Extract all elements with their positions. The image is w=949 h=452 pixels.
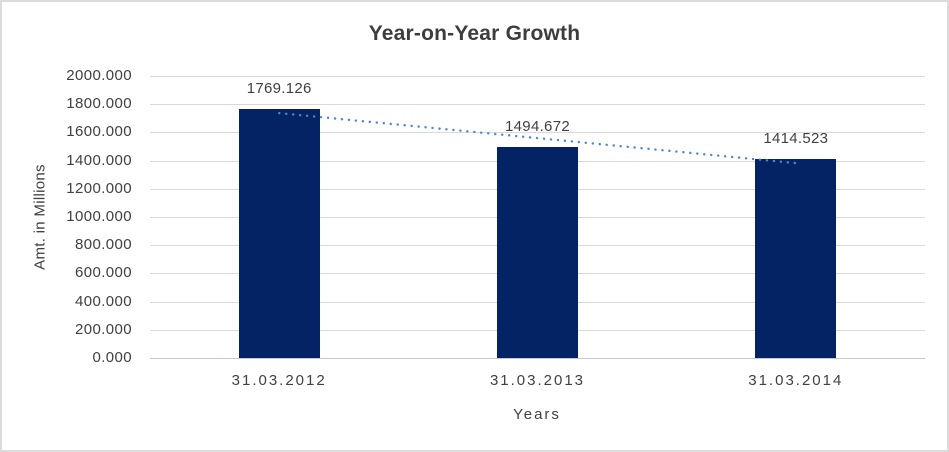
y-tick-label: 1000.000 <box>66 208 132 225</box>
y-tick-label: 1400.000 <box>66 151 132 169</box>
x-tick-label: 31.03.2014 <box>748 372 844 389</box>
gridline <box>150 76 925 77</box>
x-axis-line <box>150 358 925 359</box>
x-tick-label: 31.03.2012 <box>231 372 327 389</box>
y-tick-label: 200.000 <box>74 320 132 338</box>
y-tick-label: 800.000 <box>74 236 132 254</box>
x-tick-label: 31.03.2013 <box>489 372 586 389</box>
bar <box>755 158 837 358</box>
y-tick-label: 400.000 <box>74 292 132 310</box>
bar-value-label: 1769.126 <box>246 79 312 97</box>
y-tick-label: 600.000 <box>74 264 132 282</box>
y-tick-label: 2000.000 <box>66 67 132 84</box>
y-tick-label: 1800.000 <box>66 95 132 113</box>
y-tick-label: 1600.000 <box>66 123 132 141</box>
chart-title: Year-on-Year Growth <box>368 22 581 45</box>
y-tick-label: 0.000 <box>92 349 132 366</box>
gridline <box>150 104 925 106</box>
bar <box>238 108 320 358</box>
bar-value-label: 1494.672 <box>505 118 570 136</box>
x-axis-title: Years <box>513 406 561 423</box>
y-tick-label: 1200.000 <box>66 179 132 197</box>
bar-value-label: 1414.523 <box>763 129 829 147</box>
bar <box>497 147 578 358</box>
